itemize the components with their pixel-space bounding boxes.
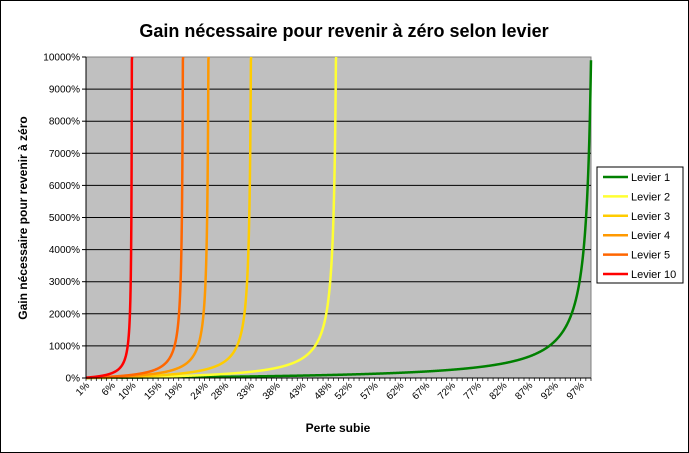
y-tick-label: 2000% [49,309,80,320]
legend-label: Levier 5 [631,250,670,262]
y-tick-label: 9000% [49,85,80,96]
y-axis-ticks: 0% 1000% 2000% 3000% 4000% 5000% 6000% 7000% 800… [43,53,591,385]
x-tick-label: 62% [385,380,407,402]
legend-label: Levier 2 [631,191,670,203]
legend-box [596,166,684,284]
x-axis-ticks: 1% 6%10% 15%19% 24%28% 33% 38% 43% 48%52% 57% 62%… [74,378,592,402]
x-tick-label: 28% [209,380,231,402]
legend-label: Levier 1 [631,172,670,184]
x-tick-label: 72% [436,380,458,402]
x-tick-label: 97% [565,380,587,402]
x-tick-label: 82% [488,380,510,402]
x-axis-title: Perte subie [306,421,371,435]
legend: Levier 1 Levier 2 Levier 3 Levier 4 Levier 5… [596,166,684,284]
gridlines [86,88,591,347]
series-lines [85,56,593,380]
legend-label: Levier 3 [631,211,670,223]
series-line-levier-10 [85,56,134,379]
y-tick-label: 7000% [49,149,80,160]
legend-label: Levier 4 [631,230,670,242]
x-tick-label: 87% [513,380,535,402]
x-tick-label: 33% [235,380,257,402]
x-tick-label: 67% [410,380,432,402]
series-line-levier-5 [85,56,185,380]
y-tick-label: 3000% [49,277,80,288]
y-tick-label: 8000% [49,117,80,128]
x-tick-label: 52% [333,380,355,402]
chart-title: Gain nécessaire pour revenir à zéro selo… [139,21,548,41]
x-tick-label: 24% [189,380,211,402]
y-tick-label: 10000% [43,53,80,64]
x-tick-label: 38% [261,380,283,402]
x-tick-label: 77% [462,380,484,402]
x-tick-label: 48% [312,380,334,402]
x-tick-label: 43% [287,380,309,402]
legend-label: Levier 10 [631,269,676,281]
x-tick-label: 19% [163,380,185,402]
x-tick-label: 15% [142,380,164,402]
y-tick-label: 6000% [49,181,80,192]
y-tick-label: 0% [66,374,81,385]
x-tick-label: 10% [117,380,139,402]
y-axis-title: Gain nécessaire pour revenir à zéro [16,116,30,319]
y-tick-label: 4000% [49,245,80,256]
y-tick-label: 1000% [49,341,80,352]
y-tick-label: 5000% [49,213,80,224]
x-tick-label: 6% [100,380,118,398]
x-tick-label: 57% [359,380,381,402]
x-tick-label: 92% [539,380,561,402]
